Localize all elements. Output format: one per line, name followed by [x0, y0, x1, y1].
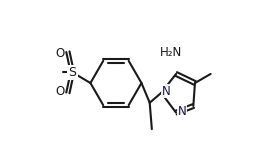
- Text: O: O: [55, 85, 64, 98]
- Text: O: O: [55, 47, 64, 60]
- Text: S: S: [68, 66, 76, 79]
- Text: N: N: [162, 85, 171, 98]
- Text: H₂N: H₂N: [160, 46, 182, 59]
- Text: N: N: [178, 105, 187, 118]
